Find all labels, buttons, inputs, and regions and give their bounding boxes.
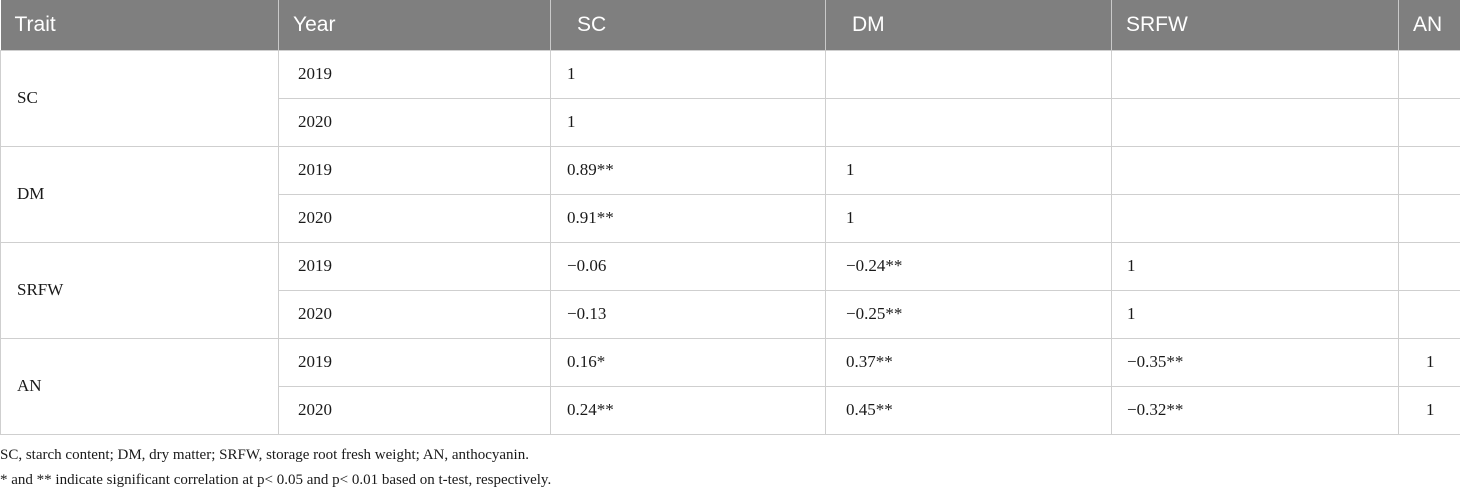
srfw-cell: [1111, 97, 1399, 147]
year-cell: 2020: [278, 289, 551, 339]
year-cell: 2020: [278, 385, 551, 435]
sc-cell: −0.13: [550, 289, 826, 339]
table-row: 2020 1: [1, 97, 1460, 147]
dm-cell: −0.24**: [825, 241, 1112, 291]
an-cell: [1398, 145, 1460, 195]
table-row: 2020 −0.13 −0.25** 1: [1, 289, 1460, 339]
table-row: SRFW 2019 −0.06 −0.24** 1: [0, 241, 1460, 339]
srfw-cell: [1111, 49, 1399, 99]
sc-cell: 0.89**: [550, 145, 826, 195]
sc-cell: 1: [550, 97, 826, 147]
an-cell: [1398, 193, 1460, 243]
header-year: Year: [278, 0, 551, 50]
header-trait: Trait: [0, 0, 279, 50]
footnote-significance: * and ** indicate significant correlatio…: [0, 472, 552, 488]
trait-cell: SC: [0, 49, 279, 147]
header-srfw: SRFW: [1111, 0, 1399, 50]
table-row: SC 2019 1: [0, 49, 1460, 147]
sc-cell: 0.24**: [550, 385, 826, 435]
an-cell: [1398, 241, 1460, 291]
table-row: DM 2019 0.89** 1: [0, 145, 1460, 243]
an-cell: 1: [1398, 385, 1460, 435]
header-row: Trait Year SC DM SRFW AN: [0, 0, 1460, 50]
header-an: AN: [1398, 0, 1460, 50]
year-cell: 2019: [278, 337, 551, 387]
dm-cell: [825, 49, 1112, 99]
sc-cell: −0.06: [550, 241, 826, 291]
trait-cell: SRFW: [0, 241, 279, 339]
header-dm: DM: [825, 0, 1112, 50]
sc-cell: 0.16*: [550, 337, 826, 387]
year-cell: 2020: [278, 97, 551, 147]
trait-cell: AN: [0, 337, 279, 435]
an-cell: [1398, 289, 1460, 339]
year-cell: 2020: [278, 193, 551, 243]
an-cell: [1398, 49, 1460, 99]
srfw-cell: [1111, 193, 1399, 243]
srfw-cell: −0.32**: [1111, 385, 1399, 435]
sc-cell: 0.91**: [550, 193, 826, 243]
correlation-table: Trait Year SC DM SRFW AN SC 2019 1 2020 …: [0, 0, 1460, 435]
table-row: 2020 0.24** 0.45** −0.32** 1: [1, 385, 1460, 435]
an-cell: [1398, 97, 1460, 147]
dm-cell: 1: [825, 193, 1112, 243]
dm-cell: −0.25**: [825, 289, 1112, 339]
dm-cell: [825, 97, 1112, 147]
table-row: AN 2019 0.16* 0.37** −0.35** 1: [0, 337, 1460, 435]
header-sc: SC: [550, 0, 826, 50]
year-cell: 2019: [278, 241, 551, 291]
srfw-cell: −0.35**: [1111, 337, 1399, 387]
dm-cell: 0.37**: [825, 337, 1112, 387]
srfw-cell: 1: [1111, 241, 1399, 291]
dm-cell: 1: [825, 145, 1112, 195]
srfw-cell: [1111, 145, 1399, 195]
srfw-cell: 1: [1111, 289, 1399, 339]
footnote-abbreviations: SC, starch content; DM, dry matter; SRFW…: [0, 447, 529, 463]
trait-cell: DM: [0, 145, 279, 243]
an-cell: 1: [1398, 337, 1460, 387]
dm-cell: 0.45**: [825, 385, 1112, 435]
sc-cell: 1: [550, 49, 826, 99]
year-cell: 2019: [278, 145, 551, 195]
year-cell: 2019: [278, 49, 551, 99]
